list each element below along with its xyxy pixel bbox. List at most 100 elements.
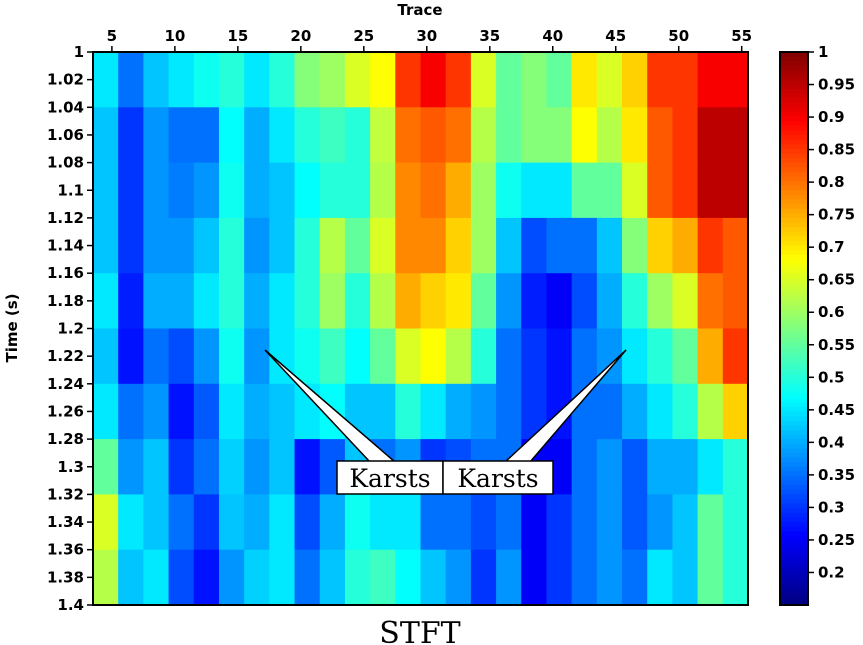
colorbar-segment [780, 116, 808, 122]
heatmap-cell [118, 273, 144, 329]
heatmap-cell [672, 217, 699, 274]
heatmap-cell [521, 549, 547, 606]
y-tick-label: 1 [74, 43, 84, 61]
heatmap-cell [672, 494, 699, 551]
heatmap-cell [445, 328, 472, 385]
heatmap-cell [344, 273, 371, 329]
heatmap-cell [370, 494, 396, 551]
heatmap-cell [193, 328, 220, 385]
heatmap-cell [697, 494, 724, 551]
heatmap-cell [672, 549, 699, 606]
colorbar-segment [780, 277, 808, 284]
heatmap-cell [269, 383, 296, 440]
heatmap-cell [244, 107, 270, 164]
y-tick-label: 1.14 [47, 237, 84, 255]
heatmap-cell [521, 162, 547, 219]
colorbar-segment [780, 429, 808, 436]
heatmap-cell [168, 494, 195, 551]
heatmap-cell [596, 162, 623, 219]
colorbar-segment [780, 52, 808, 58]
colorbar-segment [780, 323, 808, 330]
heatmap-cell [546, 107, 573, 164]
colorbar-segment [780, 402, 808, 408]
x-tick-label: 10 [164, 27, 185, 45]
heatmap-cell [193, 273, 220, 329]
colorbar-segment [780, 282, 808, 288]
heatmap-cell [143, 549, 170, 606]
colorbar-segment [780, 411, 808, 417]
colorbar-segment [780, 227, 808, 233]
heatmap-cell [294, 494, 321, 551]
colorbar-segment [780, 88, 808, 95]
heatmap-cell [546, 162, 573, 219]
heatmap-cell [496, 52, 522, 108]
colorbar-segment [780, 319, 808, 325]
heatmap-cell [496, 107, 522, 164]
colorbar-segment [780, 162, 808, 168]
heatmap-cell [168, 383, 195, 440]
heatmap-cell [647, 494, 673, 551]
colorbar-tick-label: 0.9 [818, 108, 845, 126]
heatmap-cell [420, 383, 447, 440]
colorbar [780, 52, 808, 606]
colorbar-segment [780, 231, 808, 237]
colorbar-tick-label: 0.7 [818, 238, 845, 256]
heatmap-cell [294, 217, 321, 274]
heatmap-cell [370, 383, 396, 440]
colorbar-segment [780, 545, 808, 551]
heatmap-cell [672, 328, 699, 385]
heatmap-cell [269, 107, 296, 164]
heatmap-cell [546, 52, 573, 108]
colorbar-segment [780, 531, 808, 537]
colorbar-segment [780, 425, 808, 431]
heatmap-cell [118, 439, 144, 495]
heatmap-cell [596, 107, 623, 164]
heatmap-cell [218, 494, 245, 551]
colorbar-segment [780, 314, 808, 320]
heatmap-cell [395, 328, 421, 385]
heatmap-cell [496, 217, 522, 274]
heatmap-cell [722, 494, 749, 551]
x-tick-label: 30 [416, 27, 437, 45]
heatmap-cell [118, 107, 144, 164]
heatmap-cell [596, 383, 623, 440]
x-tick-label: 25 [353, 27, 374, 45]
heatmap-cell [244, 162, 270, 219]
heatmap-cell [622, 494, 648, 551]
colorbar-segment [780, 310, 808, 316]
colorbar-segment [780, 420, 808, 426]
heatmap-cell [269, 162, 296, 219]
colorbar-segment [780, 600, 808, 606]
heatmap-cell [622, 217, 648, 274]
heatmap-cell [596, 549, 623, 606]
heatmap-cell [647, 162, 673, 219]
heatmap-cell [622, 273, 648, 329]
heatmap-cell [521, 52, 547, 108]
y-tick-label: 1.16 [47, 264, 84, 282]
y-axis-label: Time (s) [3, 293, 21, 362]
heatmap-cell [294, 439, 321, 495]
heatmap-cell [546, 328, 573, 385]
heatmap-cell [193, 383, 220, 440]
colorbar-segment [780, 522, 808, 528]
colorbar-segment [780, 485, 808, 491]
heatmap-cell [647, 383, 673, 440]
colorbar-segment [780, 167, 808, 173]
colorbar-segment [780, 439, 808, 445]
heatmap-cell [722, 383, 749, 440]
heatmap-cell [445, 162, 472, 219]
colorbar-tick-label: 0.85 [818, 141, 855, 159]
heatmap-cell [143, 494, 170, 551]
colorbar-tick-label: 0.4 [818, 433, 845, 451]
colorbar-segment [780, 75, 808, 81]
colorbar-segment [780, 406, 808, 413]
heatmap-cell [571, 273, 598, 329]
colorbar-segment [780, 540, 808, 546]
annotation-box-right [442, 460, 554, 495]
colorbar-segment [780, 56, 808, 62]
heatmap-cell [722, 107, 749, 164]
colorbar-tick-label: 0.3 [818, 498, 845, 516]
heatmap-cell [168, 273, 195, 329]
heatmap-cell [622, 52, 648, 108]
colorbar-segment [780, 199, 808, 205]
